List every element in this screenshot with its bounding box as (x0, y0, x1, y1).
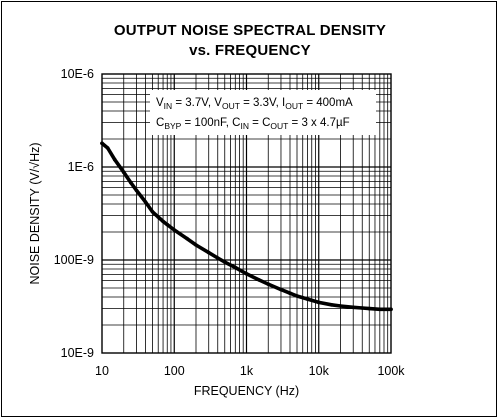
data-point (165, 222, 169, 227)
data-point (288, 291, 292, 296)
data-point (367, 306, 372, 311)
conditions-annotation: VIN = 3.7V, VOUT = 3.3V, IOUT = 400mA CBY… (150, 90, 376, 135)
data-point (257, 278, 262, 282)
data-point (266, 282, 271, 286)
annotation-line-1: VIN = 3.7V, VOUT = 3.3V, IOUT = 400mA (156, 97, 353, 111)
x-axis-label: FREQUENCY (Hz) (194, 384, 299, 398)
data-point (338, 304, 343, 308)
x-tick-label: 10k (309, 364, 330, 378)
data-point (305, 297, 310, 301)
chart-title: OUTPUT NOISE SPECTRAL DENSITY (113, 22, 387, 39)
data-point (378, 307, 382, 312)
data-point (100, 141, 104, 146)
data-point (121, 170, 126, 174)
x-tick-label: 10 (95, 364, 109, 378)
data-point (295, 294, 299, 298)
y-axis-label: NOISE DENSITY (V/√Hz) (28, 142, 42, 284)
y-tick-label: 10E-6 (61, 67, 94, 81)
data-point (317, 300, 321, 305)
chart-subtitle: vs. FREQUENCY (189, 42, 311, 59)
tick-labels: 10 100 1k 10k 100k 10E-6 1E-6 100E-9 10E-9 (54, 67, 406, 378)
data-point (206, 250, 211, 255)
data-point (279, 287, 283, 292)
data-point (233, 265, 238, 270)
series-group (100, 141, 393, 312)
data-point (112, 157, 117, 162)
data-point (223, 260, 227, 264)
data-point (185, 236, 189, 241)
annotation-background (150, 90, 376, 135)
x-tick-label: 1k (240, 364, 254, 378)
annotation-line-2: CBYP = 100nF, CIN = COUT = 3 x 4.7µF (156, 117, 350, 131)
data-point (244, 272, 249, 276)
data-point (194, 243, 198, 247)
x-tick-label: 100 (164, 364, 185, 378)
y-tick-label: 1E-6 (68, 160, 94, 174)
data-point (351, 305, 356, 310)
y-tick-label: 100E-9 (54, 253, 94, 267)
data-point (360, 306, 365, 310)
data-point (161, 219, 165, 224)
data-point (134, 188, 139, 193)
data-point (389, 307, 393, 312)
x-tick-label: 100k (377, 364, 405, 378)
data-point (105, 146, 110, 150)
plot-area (101, 73, 392, 354)
data-point (156, 215, 160, 219)
y-tick-label: 10E-9 (61, 346, 94, 360)
data-point (215, 256, 220, 260)
data-point (172, 228, 177, 232)
data-point (143, 200, 148, 204)
data-point (150, 210, 155, 214)
data-point (329, 303, 334, 307)
data-point (129, 180, 133, 185)
